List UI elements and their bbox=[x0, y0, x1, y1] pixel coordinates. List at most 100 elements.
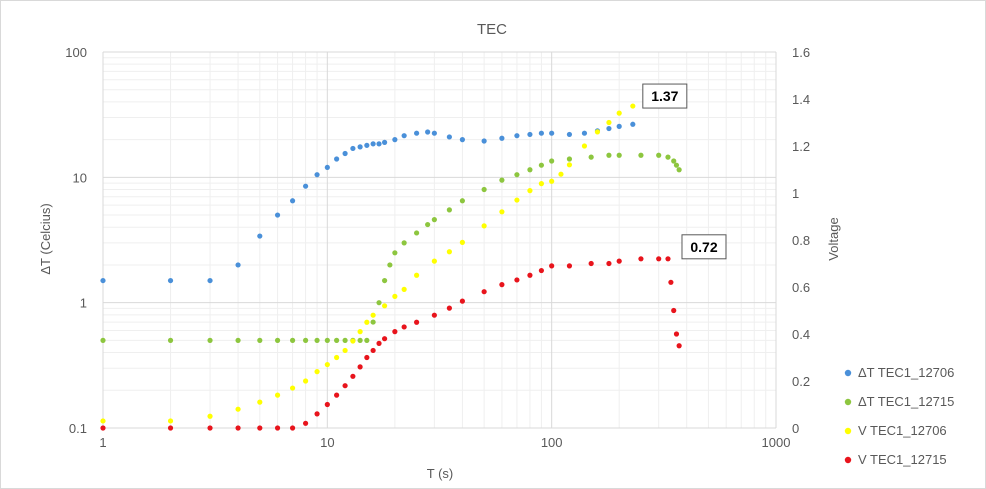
data-point bbox=[289, 385, 296, 391]
data-point bbox=[401, 324, 407, 330]
series-3 bbox=[100, 256, 682, 431]
x-tick-label: 100 bbox=[541, 435, 563, 450]
callout-box: 0.72 bbox=[681, 234, 727, 260]
callout-box: 1.37 bbox=[642, 83, 688, 109]
callout-label: 0.72 bbox=[690, 239, 717, 255]
y-left-tick-label: 1 bbox=[80, 296, 87, 311]
legend-marker bbox=[844, 456, 852, 464]
data-point bbox=[630, 103, 636, 109]
data-point bbox=[499, 177, 505, 183]
data-point bbox=[459, 198, 465, 204]
data-point bbox=[606, 125, 612, 132]
data-point bbox=[638, 256, 644, 262]
y-right-tick-label: 1.6 bbox=[792, 45, 810, 60]
data-point bbox=[314, 172, 320, 178]
data-point bbox=[665, 154, 671, 160]
data-point bbox=[324, 337, 330, 343]
data-point bbox=[376, 141, 382, 147]
data-point bbox=[314, 369, 320, 375]
data-point bbox=[100, 337, 106, 343]
data-point bbox=[481, 223, 487, 229]
data-point bbox=[207, 277, 213, 284]
data-point bbox=[387, 262, 393, 268]
data-point bbox=[207, 413, 213, 419]
x-tick-label: 1 bbox=[99, 435, 106, 450]
data-point bbox=[499, 282, 505, 288]
y-right-tick-label: 1.4 bbox=[792, 92, 810, 107]
data-point bbox=[481, 138, 487, 144]
data-point bbox=[334, 156, 340, 162]
y-right-tick-label: 0 bbox=[792, 421, 799, 436]
x-tick-label: 1000 bbox=[762, 435, 791, 450]
data-point bbox=[342, 150, 348, 157]
data-point bbox=[499, 135, 505, 141]
data-point bbox=[566, 162, 573, 168]
axes: 1 10 100 10000.111010000.20.40.60.811.21.41… bbox=[65, 45, 810, 450]
data-point bbox=[381, 303, 388, 309]
data-point bbox=[289, 425, 296, 431]
data-point bbox=[167, 418, 174, 424]
data-point bbox=[370, 312, 376, 318]
data-point bbox=[401, 240, 407, 246]
y-left-tick-label: 100 bbox=[65, 45, 87, 60]
data-point bbox=[514, 133, 520, 139]
data-point bbox=[676, 167, 682, 173]
data-point bbox=[100, 418, 106, 424]
data-point bbox=[357, 329, 363, 335]
data-point bbox=[257, 233, 263, 239]
data-point bbox=[167, 277, 174, 284]
data-point bbox=[606, 260, 612, 267]
data-point bbox=[324, 361, 330, 368]
legend-item: ΔT TEC1_12715 bbox=[844, 394, 954, 409]
data-point bbox=[257, 425, 263, 431]
legend-marker bbox=[844, 398, 852, 406]
data-point bbox=[414, 319, 420, 325]
data-point bbox=[381, 277, 388, 284]
callout-frame bbox=[642, 83, 688, 109]
data-point bbox=[527, 188, 533, 194]
data-point bbox=[616, 110, 622, 116]
data-point bbox=[207, 425, 213, 431]
legend-label: ΔT TEC1_12706 bbox=[858, 365, 954, 380]
callout-frame bbox=[681, 234, 727, 260]
data-point bbox=[566, 263, 573, 269]
data-point bbox=[558, 171, 564, 177]
x-tick-label: 10 bbox=[320, 435, 334, 450]
data-point bbox=[414, 130, 420, 136]
data-point bbox=[401, 286, 407, 292]
data-point bbox=[673, 162, 680, 168]
data-point bbox=[357, 144, 363, 150]
legend-label: V TEC1_12706 bbox=[858, 423, 947, 438]
data-point bbox=[431, 217, 437, 223]
data-point bbox=[357, 364, 363, 370]
data-point bbox=[581, 130, 588, 136]
data-point bbox=[376, 300, 382, 306]
data-point bbox=[364, 319, 370, 325]
data-point bbox=[235, 425, 241, 431]
y-right-tick-label: 0.2 bbox=[792, 374, 810, 389]
data-point bbox=[376, 340, 382, 346]
data-point bbox=[446, 134, 452, 140]
data-point bbox=[392, 250, 398, 256]
data-point bbox=[549, 158, 555, 164]
data-point bbox=[392, 293, 398, 299]
data-point bbox=[630, 121, 636, 127]
data-point bbox=[370, 141, 376, 147]
data-point bbox=[459, 298, 465, 304]
legend-marker bbox=[844, 369, 852, 377]
data-point bbox=[673, 331, 680, 337]
data-point bbox=[324, 164, 330, 171]
data-point bbox=[167, 337, 174, 343]
series-2 bbox=[100, 103, 636, 424]
data-point bbox=[167, 425, 174, 431]
data-point bbox=[527, 272, 533, 278]
data-point bbox=[334, 354, 340, 361]
data-point bbox=[100, 277, 106, 284]
data-point bbox=[431, 130, 437, 136]
legend-item: ΔT TEC1_12706 bbox=[844, 365, 954, 380]
data-point bbox=[324, 401, 330, 408]
data-point bbox=[481, 186, 487, 193]
data-point bbox=[425, 129, 431, 135]
data-point bbox=[588, 260, 594, 267]
data-point bbox=[656, 152, 662, 158]
